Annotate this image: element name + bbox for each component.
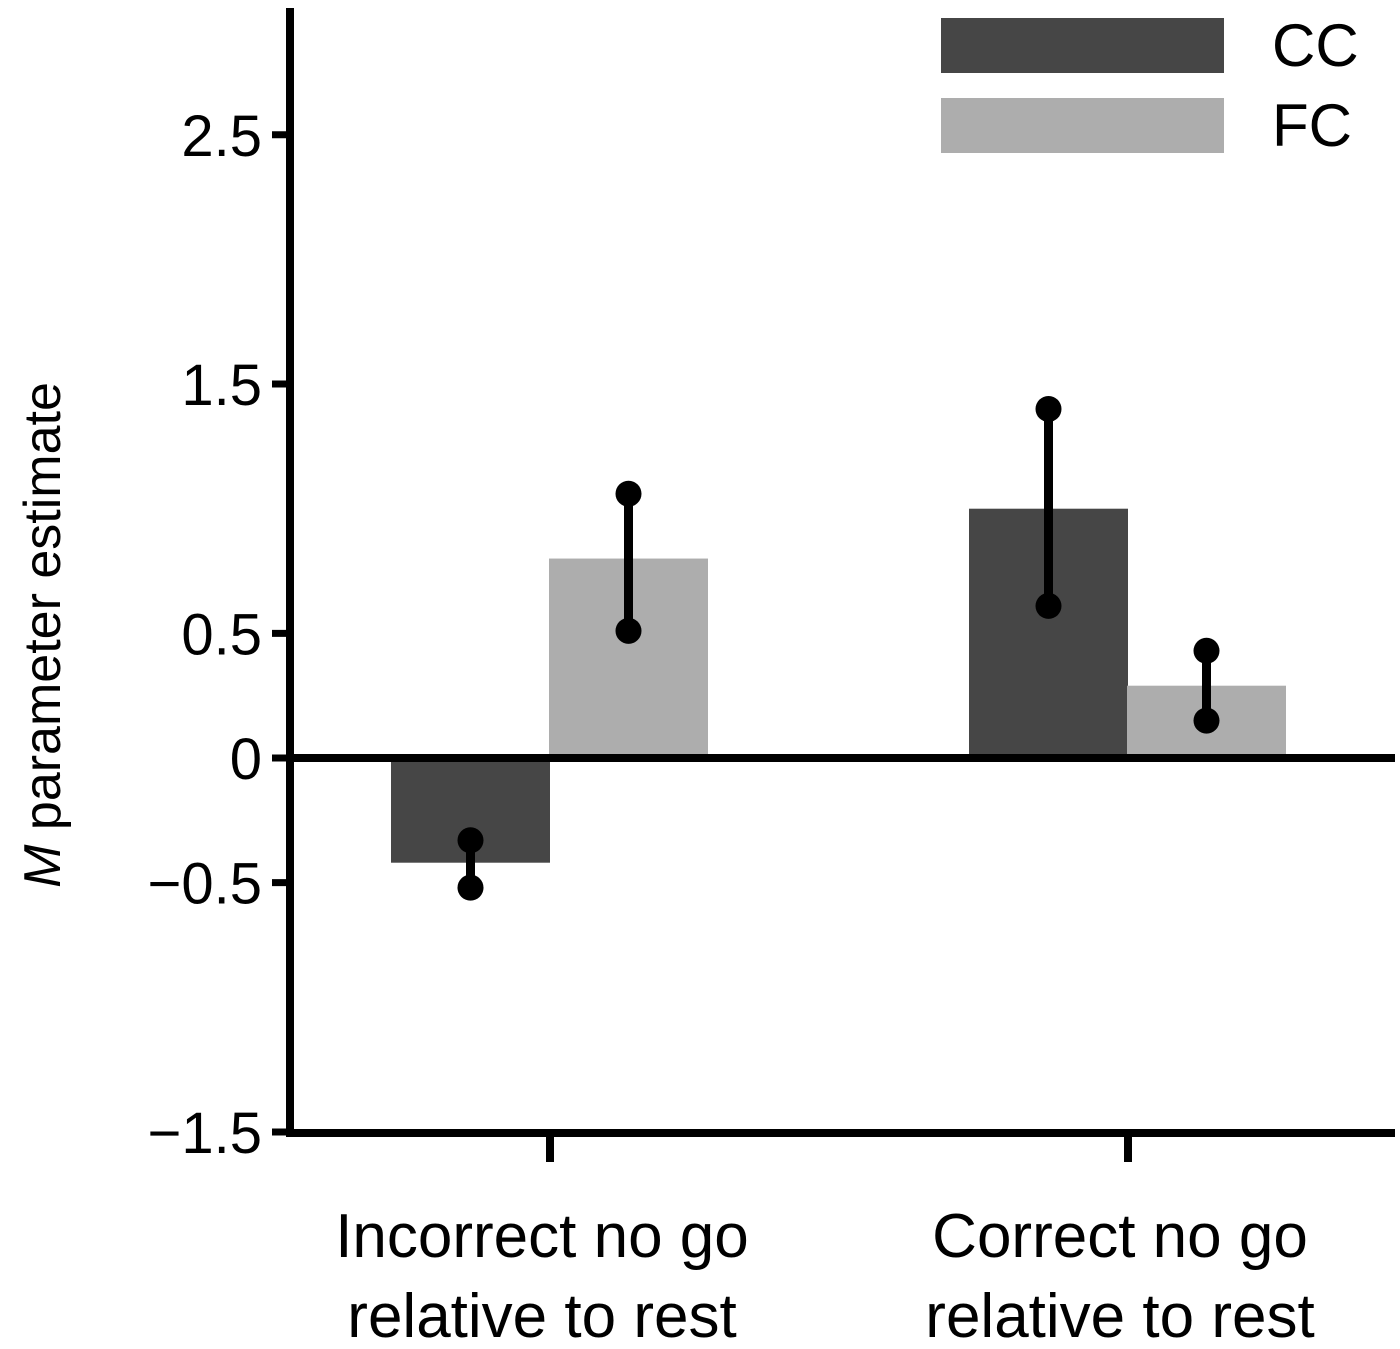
error-bar-cap-low xyxy=(1035,592,1062,619)
x-tick-label: Incorrect no go xyxy=(335,1202,749,1271)
bars xyxy=(391,508,1286,863)
y-ticks: −1.5 −0.5 0 0.5 1.5 2.5 xyxy=(148,104,290,1166)
x-tick-label: relative to rest xyxy=(925,1282,1314,1349)
legend-swatch-cc xyxy=(941,18,1224,73)
error-bar-cap-high xyxy=(1193,637,1220,664)
error-bar-cap-low xyxy=(615,617,642,644)
y-tick-label: 1.5 xyxy=(181,353,262,418)
error-bar-cap-high xyxy=(1035,395,1062,422)
error-bar-cap-low xyxy=(457,874,484,901)
error-bars xyxy=(457,395,1220,901)
x-tick-label: relative to rest xyxy=(347,1282,736,1349)
legend-swatch-fc xyxy=(941,98,1224,153)
y-tick-label: 0 xyxy=(230,727,262,792)
legend-label-cc: CC xyxy=(1272,12,1359,79)
legend: CC FC xyxy=(941,12,1359,159)
x-tick-label: Correct no go xyxy=(932,1202,1308,1271)
error-bar-cap-low xyxy=(1193,707,1220,734)
legend-label-fc: FC xyxy=(1272,92,1352,159)
x-ticks: Incorrect no go relative to rest Correct n… xyxy=(335,1133,1315,1349)
y-axis-label: M parameter estimate xyxy=(14,382,72,888)
error-bar-cap-high xyxy=(457,827,484,854)
y-tick-label: 2.5 xyxy=(181,104,262,169)
y-tick-label: 0.5 xyxy=(181,602,262,667)
error-bar-cap-high xyxy=(615,480,642,507)
y-tick-label: −0.5 xyxy=(148,852,263,917)
y-tick-label: −1.5 xyxy=(148,1101,263,1166)
